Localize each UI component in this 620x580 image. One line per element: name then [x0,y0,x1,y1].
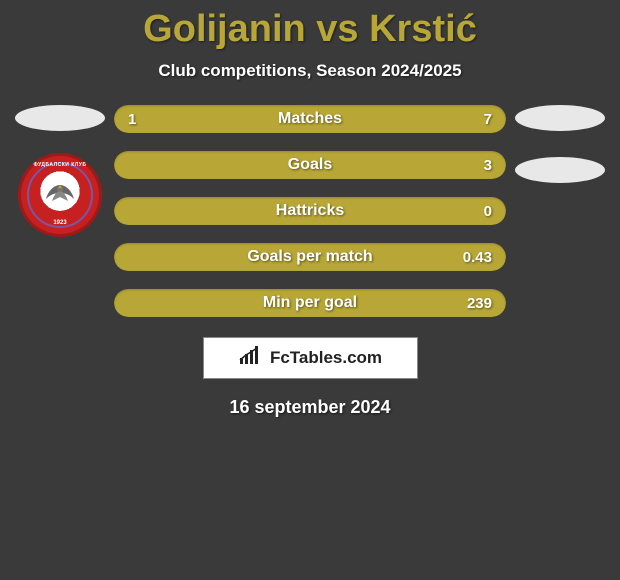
chart-icon [238,346,264,371]
stat-label: Goals per match [247,248,372,266]
date: 16 september 2024 [0,379,620,418]
main-row: ФУДБАЛСКИ КЛУБ 1923 1 Matches 7 Goals 3 Hattr… [0,99,620,317]
stat-bar: Goals 3 [114,151,506,179]
stat-bar: Goals per match 0.43 [114,243,506,271]
stat-label: Goals [288,156,332,174]
player-badge-right-1 [515,105,605,131]
stat-label: Matches [278,110,342,128]
player-badge-left [15,105,105,131]
stat-right-value: 3 [484,157,492,174]
page-title: Golijanin vs Krstić [0,0,620,55]
stat-bar: 1 Matches 7 [114,105,506,133]
subtitle: Club competitions, Season 2024/2025 [0,55,620,99]
club-badge-year: 1923 [21,220,99,226]
comparison-card: Golijanin vs Krstić Club competitions, S… [0,0,620,418]
left-column: ФУДБАЛСКИ КЛУБ 1923 [10,99,110,317]
club-badge-left: ФУДБАЛСКИ КЛУБ 1923 [18,153,102,237]
stat-right-value: 0 [484,203,492,220]
brand-name: FcTables.com [270,348,382,368]
right-column [510,99,610,317]
eagle-icon [40,179,80,211]
brand-box[interactable]: FcTables.com [203,337,418,379]
club-badge-top-text: ФУДБАЛСКИ КЛУБ [21,162,99,168]
stat-right-value: 0.43 [463,249,492,266]
stat-label: Min per goal [263,294,357,312]
stat-bar: Hattricks 0 [114,197,506,225]
stat-left-value: 1 [128,111,136,128]
player-badge-right-2 [515,157,605,183]
stat-label: Hattricks [276,202,344,220]
stat-bar: Min per goal 239 [114,289,506,317]
stats-bars: 1 Matches 7 Goals 3 Hattricks 0 Goals per match… [110,99,510,317]
stat-right-value: 7 [484,111,492,128]
stat-right-value: 239 [467,295,492,312]
